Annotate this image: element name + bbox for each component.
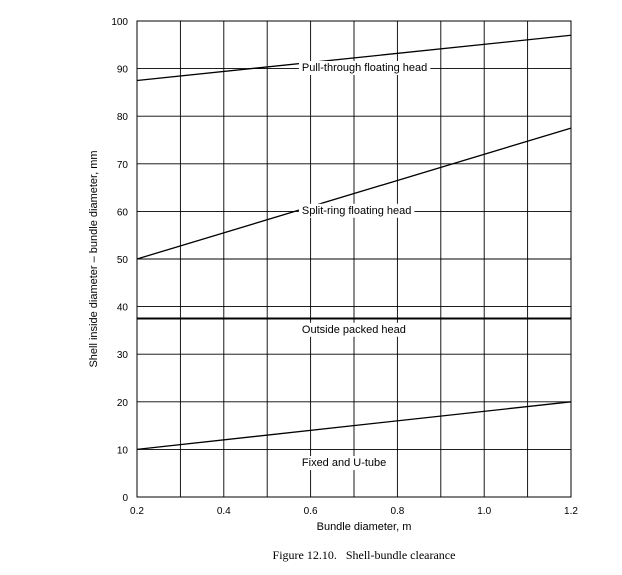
series-label-background bbox=[298, 60, 431, 75]
y-axis-label: Shell inside diameter – bundle diameter,… bbox=[88, 150, 100, 367]
y-tick-label: 90 bbox=[117, 65, 129, 76]
y-tick-label: 70 bbox=[117, 160, 129, 171]
series-lines bbox=[136, 34, 572, 451]
y-tick-label: 50 bbox=[117, 255, 129, 266]
x-tick-label: 1.2 bbox=[564, 506, 578, 517]
series-label-3: Fixed and U-tube bbox=[302, 457, 386, 469]
series-label-background bbox=[298, 456, 390, 471]
y-tick-label: 0 bbox=[122, 493, 128, 504]
y-tick-label: 40 bbox=[117, 303, 129, 314]
series-labels: Pull-through floating head Split-ring flo… bbox=[298, 60, 431, 471]
series-label-background bbox=[298, 203, 415, 218]
series-line-0 bbox=[136, 34, 572, 82]
x-tick-label: 1.0 bbox=[477, 506, 491, 517]
x-tick-label: 0.6 bbox=[304, 506, 318, 517]
series-line-1 bbox=[136, 127, 572, 260]
x-axis-label: Bundle diameter, m bbox=[317, 521, 412, 533]
x-tick-label: 0.4 bbox=[217, 506, 231, 517]
series-label-background bbox=[298, 322, 409, 337]
series-label-0: Pull-through floating head bbox=[302, 62, 427, 74]
y-tick-label: 100 bbox=[111, 17, 128, 28]
x-tick-label: 0.2 bbox=[130, 506, 144, 517]
y-tick-label: 80 bbox=[117, 112, 129, 123]
series-label-2: Outside packed head bbox=[302, 324, 406, 336]
series-label-1: Split-ring floating head bbox=[302, 205, 411, 217]
y-tick-label: 20 bbox=[117, 398, 129, 409]
tick-labels: 0.2 0.4 0.6 0.8 1.0 1.2 0 10 20 30 40 50 60 70 80 90 100 bbox=[111, 17, 578, 517]
series-line-3 bbox=[136, 401, 572, 451]
x-tick-label: 0.8 bbox=[390, 506, 404, 517]
plot-frame bbox=[136, 20, 572, 498]
y-tick-label: 30 bbox=[117, 350, 129, 361]
y-tick-label: 10 bbox=[117, 445, 129, 456]
y-tick-label: 60 bbox=[117, 207, 129, 218]
figure-caption: Figure 12.10. Shell-bundle clearance bbox=[273, 548, 456, 562]
